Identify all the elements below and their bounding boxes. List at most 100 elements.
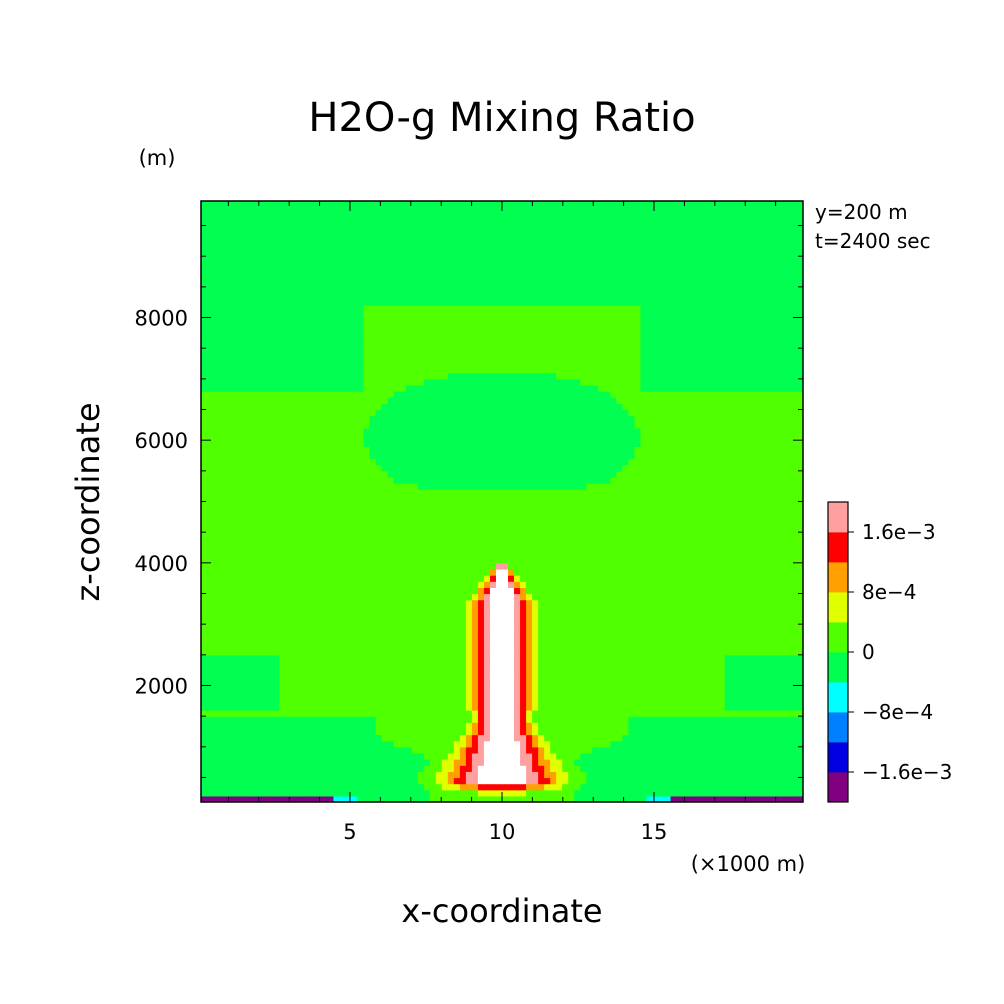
contour-cell <box>754 532 762 539</box>
contour-cell <box>327 691 335 699</box>
contour-cell <box>255 501 262 509</box>
contour-cell <box>357 599 365 607</box>
contour-cell <box>730 667 738 674</box>
contour-cell <box>688 716 696 723</box>
contour-cell <box>393 556 401 564</box>
contour-cell <box>333 630 341 638</box>
contour-cell <box>784 728 792 736</box>
contour-cell <box>441 642 449 650</box>
contour-cell <box>766 568 774 576</box>
contour-cell <box>652 728 660 736</box>
contour-cell <box>315 624 322 631</box>
contour-cell <box>273 648 280 656</box>
contour-cell <box>616 562 623 570</box>
contour-cell <box>201 575 208 582</box>
contour-cell <box>381 740 389 748</box>
contour-cell <box>586 691 593 699</box>
contour-cell <box>544 734 551 742</box>
contour-cell <box>453 599 461 607</box>
contour-cell <box>291 722 298 730</box>
contour-cell <box>393 599 401 607</box>
contour-cell <box>622 593 630 601</box>
contour-cell <box>459 624 467 631</box>
contour-cell <box>520 679 527 687</box>
contour-cell <box>279 575 286 582</box>
contour-cell <box>339 526 347 533</box>
contour-cell <box>694 795 702 802</box>
contour-cell <box>670 519 678 527</box>
contour-cell <box>237 660 244 668</box>
contour-cell <box>724 562 732 570</box>
contour-cell <box>333 722 341 730</box>
contour-cell <box>658 630 666 638</box>
contour-cell <box>285 611 292 619</box>
contour-cell <box>369 624 377 631</box>
contour-cell <box>273 575 280 582</box>
contour-cell <box>706 611 714 619</box>
contour-cell <box>766 611 774 619</box>
contour-cell <box>622 728 630 736</box>
contour-cell <box>429 679 437 687</box>
contour-cell <box>568 495 575 503</box>
contour-cell <box>249 789 256 797</box>
contour-cell <box>357 575 365 582</box>
contour-cell <box>483 562 491 570</box>
contour-cell <box>237 501 244 509</box>
contour-cell <box>333 697 341 705</box>
contour-cell <box>207 562 214 570</box>
contour-cell <box>309 722 316 730</box>
contour-cell <box>279 679 286 687</box>
contour-cell <box>526 575 533 582</box>
contour-cell <box>213 660 220 668</box>
contour-cell <box>628 734 636 742</box>
contour-cell <box>225 710 232 717</box>
contour-cell <box>688 513 696 521</box>
contour-cell <box>387 673 395 680</box>
contour-cell <box>700 575 708 582</box>
contour-cell <box>231 660 238 668</box>
contour-cell <box>670 685 678 693</box>
contour-cell <box>345 759 353 766</box>
contour-cell <box>682 630 690 638</box>
contour-cell <box>508 679 515 687</box>
contour-cell <box>700 581 708 588</box>
contour-cell <box>429 538 437 546</box>
contour-cell <box>381 630 389 638</box>
contour-cell <box>694 654 702 662</box>
contour-cell <box>453 630 461 638</box>
contour-cell <box>291 728 298 736</box>
contour-cell <box>568 550 575 558</box>
contour-cell <box>303 697 310 705</box>
contour-cell <box>249 636 256 644</box>
contour-cell <box>333 605 341 613</box>
contour-cell <box>628 495 636 503</box>
contour-cell <box>562 740 569 748</box>
contour-cell <box>279 703 286 711</box>
contour-cell <box>495 740 503 748</box>
contour-cell <box>321 648 329 656</box>
contour-cell <box>273 783 280 791</box>
contour-cell <box>508 710 515 717</box>
contour-cell <box>526 519 533 527</box>
contour-cell <box>574 636 581 644</box>
contour-cell <box>622 495 630 503</box>
contour-cell <box>766 777 774 785</box>
contour-cell <box>255 630 262 638</box>
contour-cell <box>532 544 539 552</box>
contour-cell <box>718 636 726 644</box>
contour-cell <box>285 765 292 772</box>
contour-cell <box>369 765 377 772</box>
contour-cell <box>688 771 696 779</box>
contour-cell <box>550 513 557 521</box>
contour-cell <box>291 538 298 546</box>
contour-cell <box>381 734 389 742</box>
contour-cell <box>351 624 359 631</box>
contour-cell <box>345 636 353 644</box>
contour-cell <box>748 673 756 680</box>
contour-cell <box>754 513 762 521</box>
contour-cell <box>477 648 485 656</box>
contour-cell <box>291 765 298 772</box>
contour-cell <box>754 771 762 779</box>
contour-cell <box>760 795 768 802</box>
contour-cell <box>369 789 377 797</box>
